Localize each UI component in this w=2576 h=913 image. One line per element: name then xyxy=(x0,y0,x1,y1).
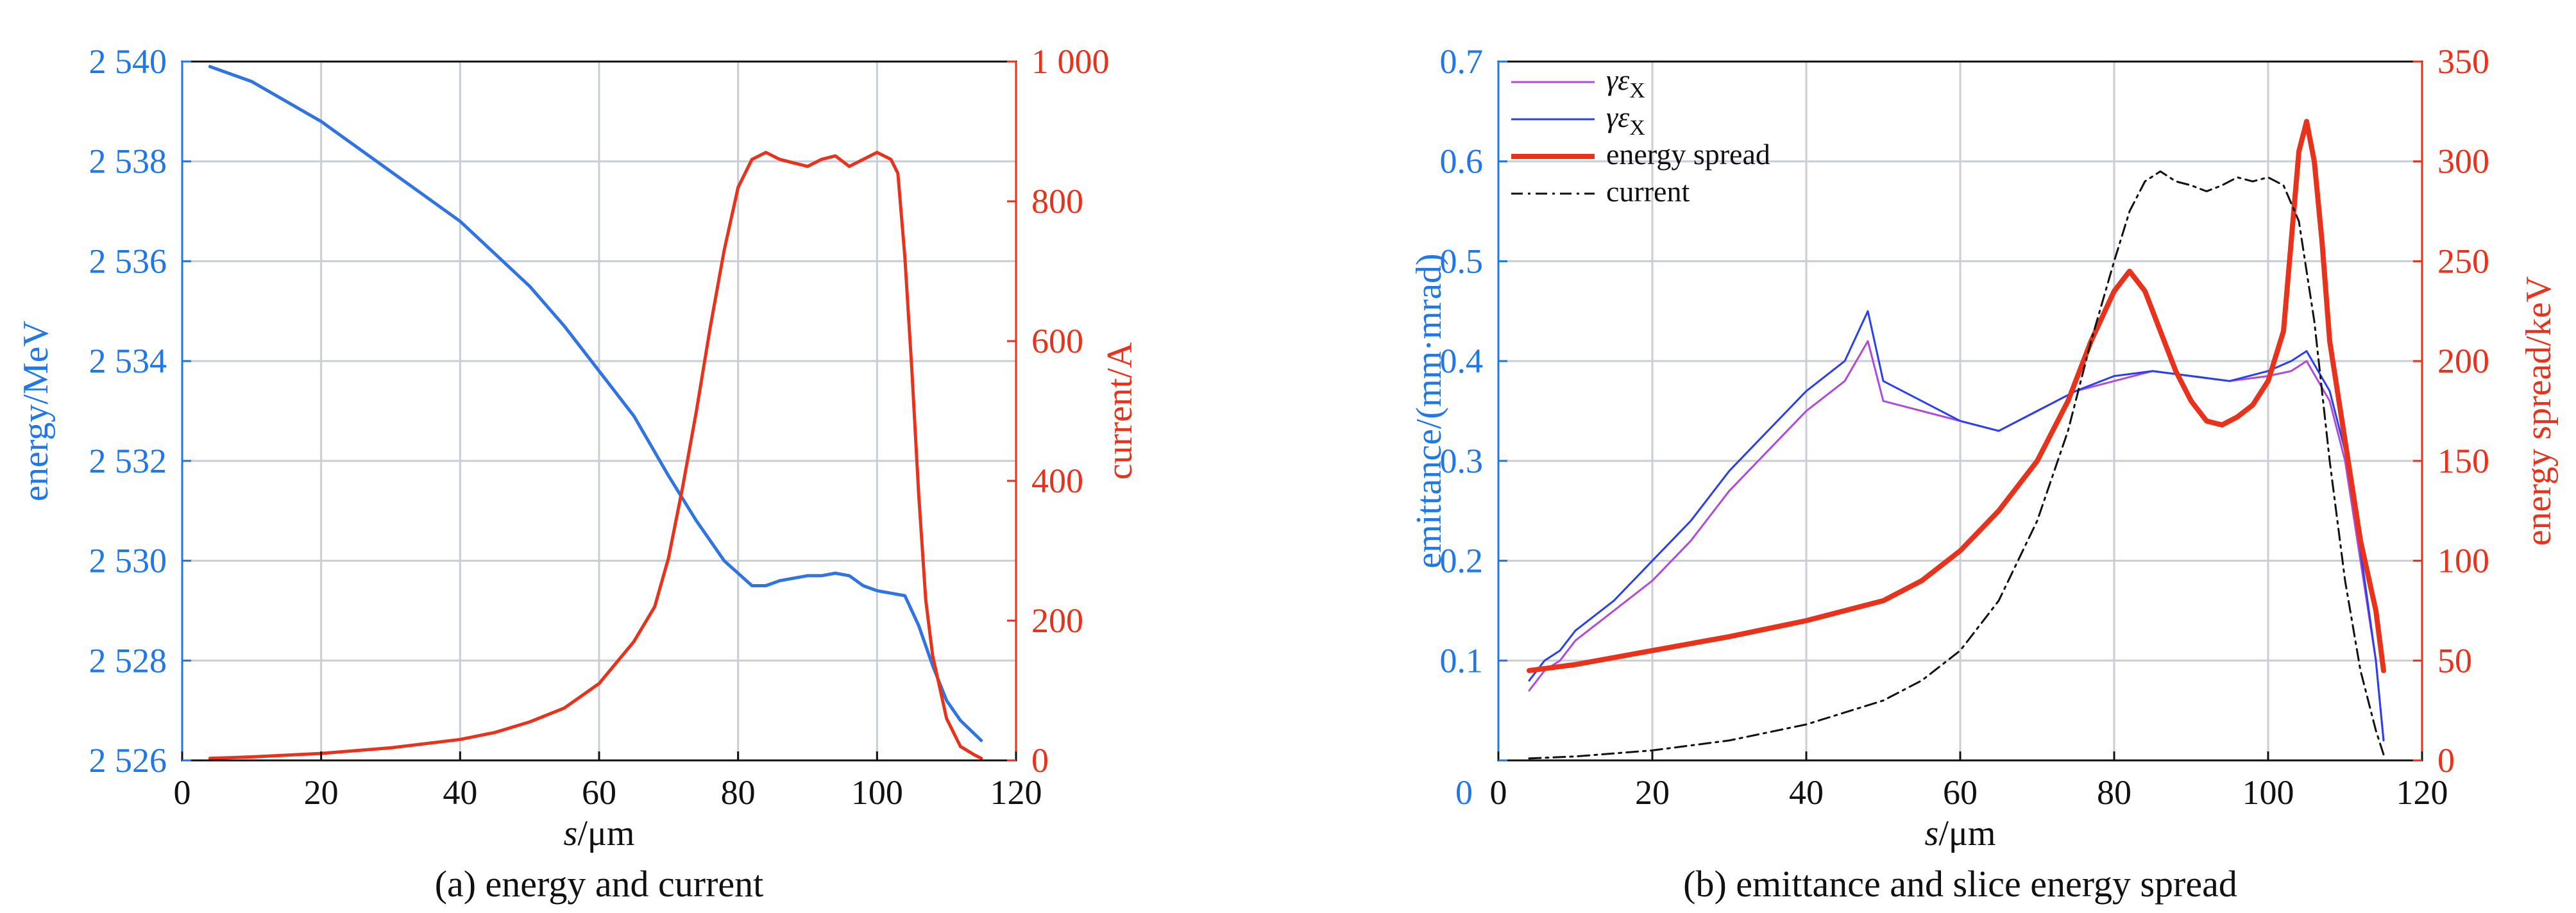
x-axis-label-unit: /μm xyxy=(577,814,634,853)
y-right-tick-label: 400 xyxy=(1031,462,1083,500)
y-right-tick-label: 200 xyxy=(2437,342,2489,380)
x-tick-label: 60 xyxy=(1943,773,1978,812)
x-tick-label: 40 xyxy=(1789,773,1824,812)
panel-emittance-energy-spread: 0 20 40 60 80 100 12000.10.20.30.40.50.60.7050… xyxy=(1409,42,2559,905)
y-right-tick-label: 600 xyxy=(1031,322,1083,360)
y-left-tick-label: 2 528 xyxy=(89,641,167,680)
y-left-axis-label: emittance/(mm·mrad) xyxy=(1409,253,1449,568)
y-left-tick-label: 0.4 xyxy=(1440,342,1484,380)
x-tick-label: 80 xyxy=(2097,773,2131,812)
series-line-energy-current-1 xyxy=(208,151,983,760)
y-left-tick-label: 0.7 xyxy=(1440,42,1484,81)
y-right-tick-label: 200 xyxy=(1031,601,1083,640)
x-tick-label: 120 xyxy=(2396,773,2448,812)
y-left-tick-label: 2 538 xyxy=(89,142,167,181)
y-right-axis-label: current/A xyxy=(1100,342,1140,480)
y-left-tick-label: 2 534 xyxy=(89,342,167,380)
x-tick-label: 80 xyxy=(721,773,756,812)
x-tick-label: 120 xyxy=(990,773,1042,812)
x-tick-label: 20 xyxy=(1635,773,1670,812)
y-left-tick-label: 0 xyxy=(1455,773,1473,812)
legend-label: γεX xyxy=(1606,63,1645,103)
y-right-tick-label: 0 xyxy=(1031,741,1049,780)
y-right-tick-label: 50 xyxy=(2437,641,2472,680)
y-left-tick-label: 2 530 xyxy=(89,542,167,580)
y-left-tick-label: 0.1 xyxy=(1440,641,1484,680)
panel-caption: (b) emittance and slice energy spread xyxy=(1683,863,2237,905)
legend-label: energy spread xyxy=(1606,138,1770,171)
series-line-emittance-3 xyxy=(1528,170,2385,760)
y-left-tick-label: 0.5 xyxy=(1440,242,1484,280)
legend-label-sub: X xyxy=(1629,116,1645,140)
x-tick-label: 0 xyxy=(174,773,191,812)
y-left-tick-label: 2 540 xyxy=(89,42,167,81)
y-right-tick-label: 100 xyxy=(2437,542,2489,580)
legend-label: γεX xyxy=(1606,101,1645,140)
x-tick-label: 100 xyxy=(851,773,903,812)
y-left-tick-label: 2 532 xyxy=(89,442,167,480)
x-tick-label: 0 xyxy=(1490,773,1507,812)
x-tick-label: 20 xyxy=(304,773,339,812)
legend-label-sub: X xyxy=(1629,79,1645,103)
legend-label-base: γε xyxy=(1606,63,1630,96)
legend-label: current xyxy=(1606,175,1690,208)
y-right-tick-label: 1 000 xyxy=(1031,42,1110,81)
x-axis-label: s/μm xyxy=(564,814,635,853)
x-tick-label: 100 xyxy=(2242,773,2294,812)
y-right-tick-label: 300 xyxy=(2437,142,2489,181)
y-right-tick-label: 350 xyxy=(2437,42,2489,81)
panel-energy-current: 0 20 40 60 80 100 120 2 526 2 528 2 530 2 532 2 534… xyxy=(16,42,1140,905)
y-right-tick-label: 150 xyxy=(2437,442,2489,480)
x-axis-label-var: s xyxy=(564,814,578,853)
x-tick-label: 60 xyxy=(582,773,616,812)
x-tick-label: 40 xyxy=(443,773,477,812)
series-line-emittance-1 xyxy=(1528,310,2385,742)
y-right-tick-label: 0 xyxy=(2437,741,2455,780)
y-left-tick-label: 2 536 xyxy=(89,242,167,280)
series-line-emittance-2 xyxy=(1527,119,2386,673)
y-left-axis-label: energy/MeV xyxy=(16,321,56,501)
panel-caption: (a) energy and current xyxy=(435,863,764,905)
y-right-tick-label: 250 xyxy=(2437,242,2489,280)
y-right-tick-label: 800 xyxy=(1031,182,1083,221)
y-left-tick-label: 0.3 xyxy=(1440,442,1484,480)
legend-label-base: γε xyxy=(1606,101,1630,133)
x-axis-label-var: s xyxy=(1925,814,1939,853)
y-left-tick-label: 2 526 xyxy=(89,741,167,780)
x-axis-label-unit: /μm xyxy=(1938,814,1996,853)
y-left-tick-label: 0.6 xyxy=(1440,142,1484,181)
x-axis-label: s/μm xyxy=(1925,814,1996,853)
series-line-energy-current-0 xyxy=(208,65,983,742)
y-left-tick-label: 0.2 xyxy=(1440,542,1484,580)
y-right-axis-label: energy spread/keV xyxy=(2519,276,2559,546)
